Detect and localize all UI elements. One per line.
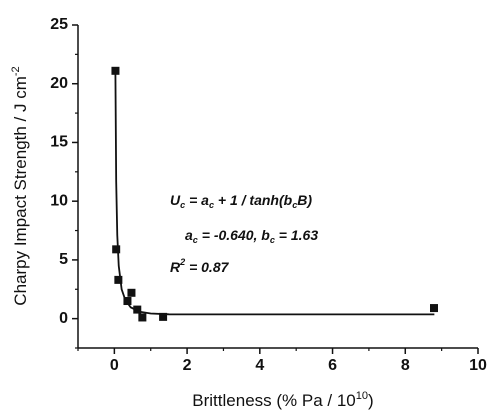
annotation: Uc = ac + 1 / tanh(bcB) <box>170 192 312 211</box>
text-part: 10 <box>356 390 368 402</box>
y-tick-label: 25 <box>50 16 68 33</box>
text-part: = a <box>185 192 209 208</box>
text-part: c <box>209 200 214 210</box>
data-point <box>430 304 438 313</box>
text-part: -2 <box>10 66 22 76</box>
text-part: = 1.63 <box>275 227 318 243</box>
y-tick-label: 0 <box>59 310 68 327</box>
y-tick-label: 20 <box>50 75 68 92</box>
text-part: + 1 / tanh(b <box>214 192 293 208</box>
x-tick-label: 0 <box>110 357 119 374</box>
data-point <box>127 288 136 297</box>
text-part: U <box>170 192 181 208</box>
x-axis-label: Brittleness (% Pa / 1010) <box>192 390 373 411</box>
x-tick-label: 4 <box>255 357 264 374</box>
y-tick-label: 10 <box>50 192 68 209</box>
text-part: c <box>193 235 198 245</box>
text-part: c <box>292 200 297 210</box>
annotation: R2 = 0.87 <box>170 257 230 274</box>
text-part: Brittleness (% Pa / 10 <box>192 391 355 410</box>
data-point <box>133 305 142 314</box>
text-part: c <box>180 200 185 210</box>
y-tick-label: 15 <box>50 134 68 151</box>
text-part: c <box>270 235 275 245</box>
text-part: B) <box>297 192 312 208</box>
annotation: ac = -0.640, bc = 1.63 <box>185 227 318 246</box>
data-point <box>112 245 121 254</box>
text-part: Charpy Impact Strength / J cm <box>11 76 30 306</box>
text-part: a <box>185 227 193 243</box>
text-part: = -0.640, b <box>198 227 270 243</box>
data-point <box>123 297 132 306</box>
x-tick-label: 2 <box>183 357 192 374</box>
y-tick-label: 5 <box>59 251 68 268</box>
data-point <box>159 312 168 321</box>
data-point <box>114 275 123 284</box>
text-part: 2 <box>179 257 185 267</box>
text-part: = 0.87 <box>185 259 229 275</box>
data-point <box>138 313 147 322</box>
x-tick-label: 10 <box>469 357 487 374</box>
text-part: ) <box>368 391 374 410</box>
data-point <box>111 66 120 75</box>
x-tick-label: 6 <box>328 357 337 374</box>
y-axis-label: Charpy Impact Strength / J cm-2 <box>10 66 31 305</box>
text-part: R <box>170 259 181 275</box>
x-tick-label: 8 <box>401 357 410 374</box>
